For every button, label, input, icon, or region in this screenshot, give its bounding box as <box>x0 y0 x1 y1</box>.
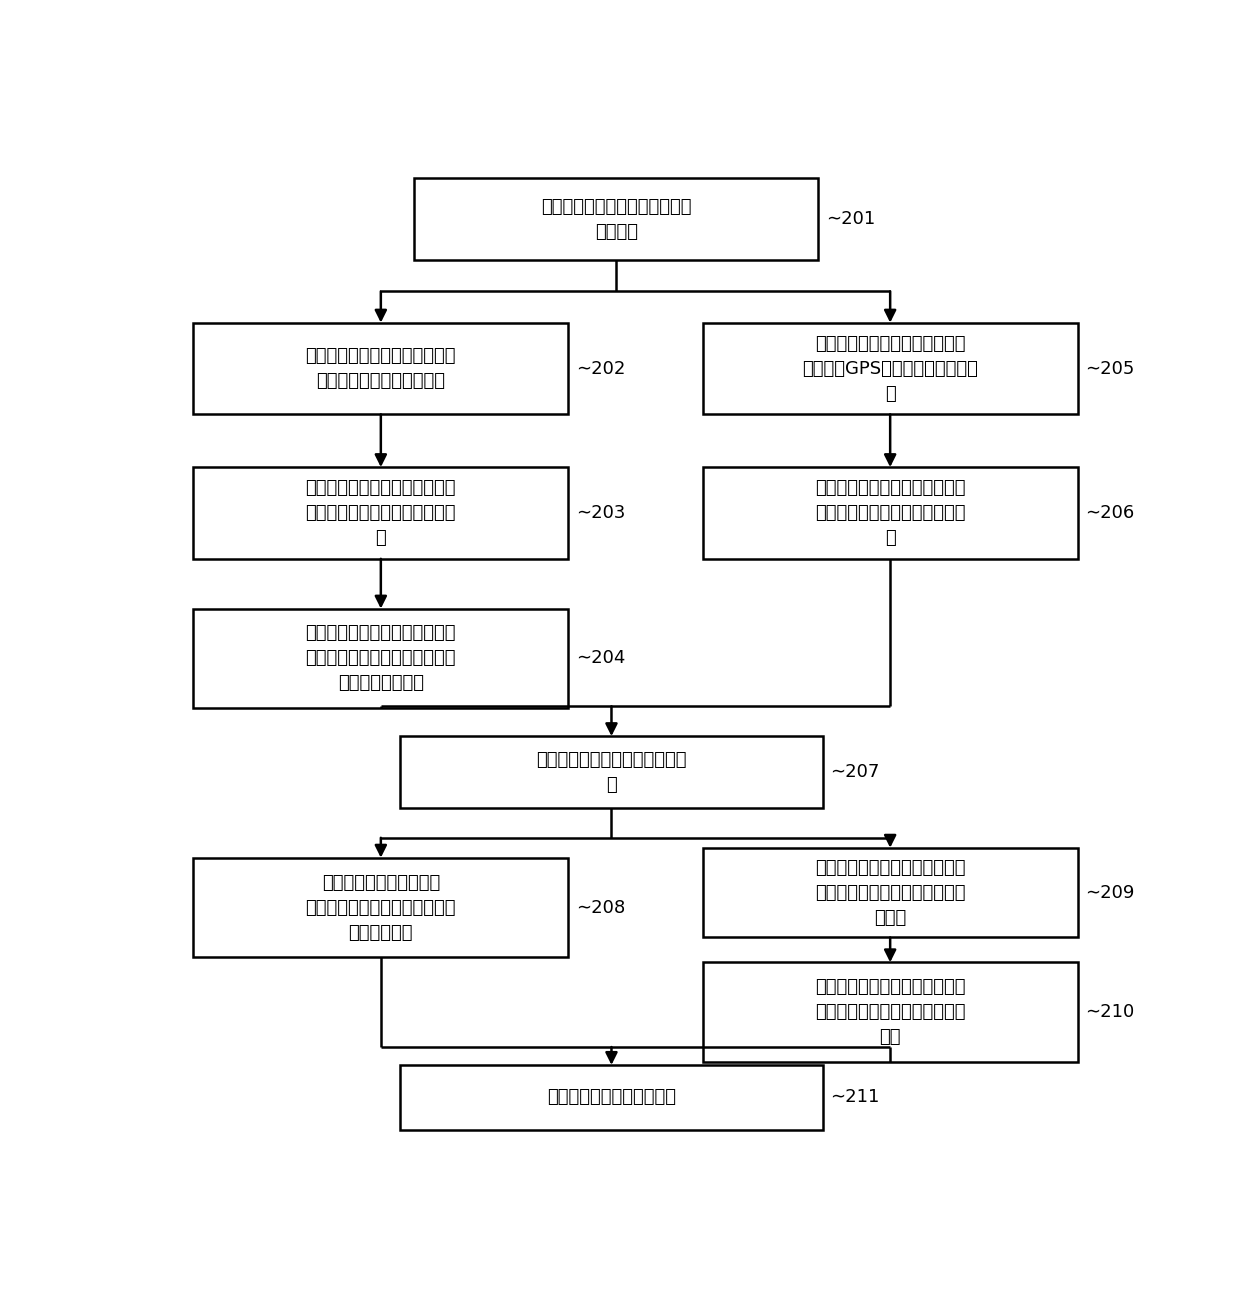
Text: 记录终端的第一拍摄位置和第一
拍摄参数: 记录终端的第一拍摄位置和第一 拍摄参数 <box>541 198 692 241</box>
Text: ∼201: ∼201 <box>826 210 875 228</box>
Bar <box>703 963 1078 1062</box>
Text: ∼208: ∼208 <box>575 898 625 916</box>
Text: 使用第一拍摄参数和预测拍摄参
数进行加权平均，得到第二拍摄
参数: 使用第一拍摄参数和预测拍摄参 数进行加权平均，得到第二拍摄 参数 <box>815 978 966 1046</box>
Bar <box>193 322 568 414</box>
Text: ∼204: ∼204 <box>575 650 625 668</box>
Text: ∼205: ∼205 <box>1085 360 1135 378</box>
Text: 根据三个坐标轴上的移动距离，
计算第二拍摄位置和第一拍摄位
置之间的移动距离: 根据三个坐标轴上的移动距离， 计算第二拍摄位置和第一拍摄位 置之间的移动距离 <box>305 625 456 692</box>
Text: ∼202: ∼202 <box>575 360 625 378</box>
Bar <box>703 848 1078 937</box>
Text: 根据第二拍摄参数进行拍摄: 根据第二拍摄参数进行拍摄 <box>547 1088 676 1106</box>
Bar <box>193 467 568 559</box>
Text: 记录终端在预设的空间直角坐标
系的三个坐标轴上的加速度: 记录终端在预设的空间直角坐标 系的三个坐标轴上的加速度 <box>305 347 456 389</box>
Text: 对三个坐标轴上的加速度进行积
分，得到三个坐标轴上的移动距
离: 对三个坐标轴上的加速度进行积 分，得到三个坐标轴上的移动距 离 <box>305 479 456 547</box>
Text: ∼207: ∼207 <box>831 763 880 782</box>
Bar <box>401 736 823 807</box>
Bar <box>193 608 568 708</box>
Bar <box>414 179 818 260</box>
Text: 使用参考距离对移动距离进行校
准: 使用参考距离对移动距离进行校 准 <box>536 751 687 793</box>
Text: ∼209: ∼209 <box>1085 884 1135 902</box>
Text: ∼203: ∼203 <box>575 503 625 521</box>
Text: ∼206: ∼206 <box>1085 503 1135 521</box>
Text: 计算第二校准拍摄位置和第一拍
摄位置之间的距离，作为参考距
离: 计算第二校准拍摄位置和第一拍 摄位置之间的距离，作为参考距 离 <box>815 479 966 547</box>
Text: 当移动距离小于预设移动
阀值时，将第一拍摄参数复用为
第二拍摄参数: 当移动距离小于预设移动 阀值时，将第一拍摄参数复用为 第二拍摄参数 <box>305 873 456 942</box>
Text: 在接收到拍摄指令时，通过全球
定位系统GPS获取第二校准拍摄位
置: 在接收到拍摄指令时，通过全球 定位系统GPS获取第二校准拍摄位 置 <box>802 335 978 402</box>
Bar <box>401 1065 823 1130</box>
Text: ∼210: ∼210 <box>1085 1003 1135 1021</box>
Bar <box>703 467 1078 559</box>
Text: 当移动距离小于预设移动阀值时
，使用环境光参数确定出预测拍
摄参数: 当移动距离小于预设移动阀值时 ，使用环境光参数确定出预测拍 摄参数 <box>815 859 966 927</box>
Text: ∼211: ∼211 <box>831 1088 880 1106</box>
Bar <box>193 858 568 958</box>
Bar <box>703 322 1078 414</box>
